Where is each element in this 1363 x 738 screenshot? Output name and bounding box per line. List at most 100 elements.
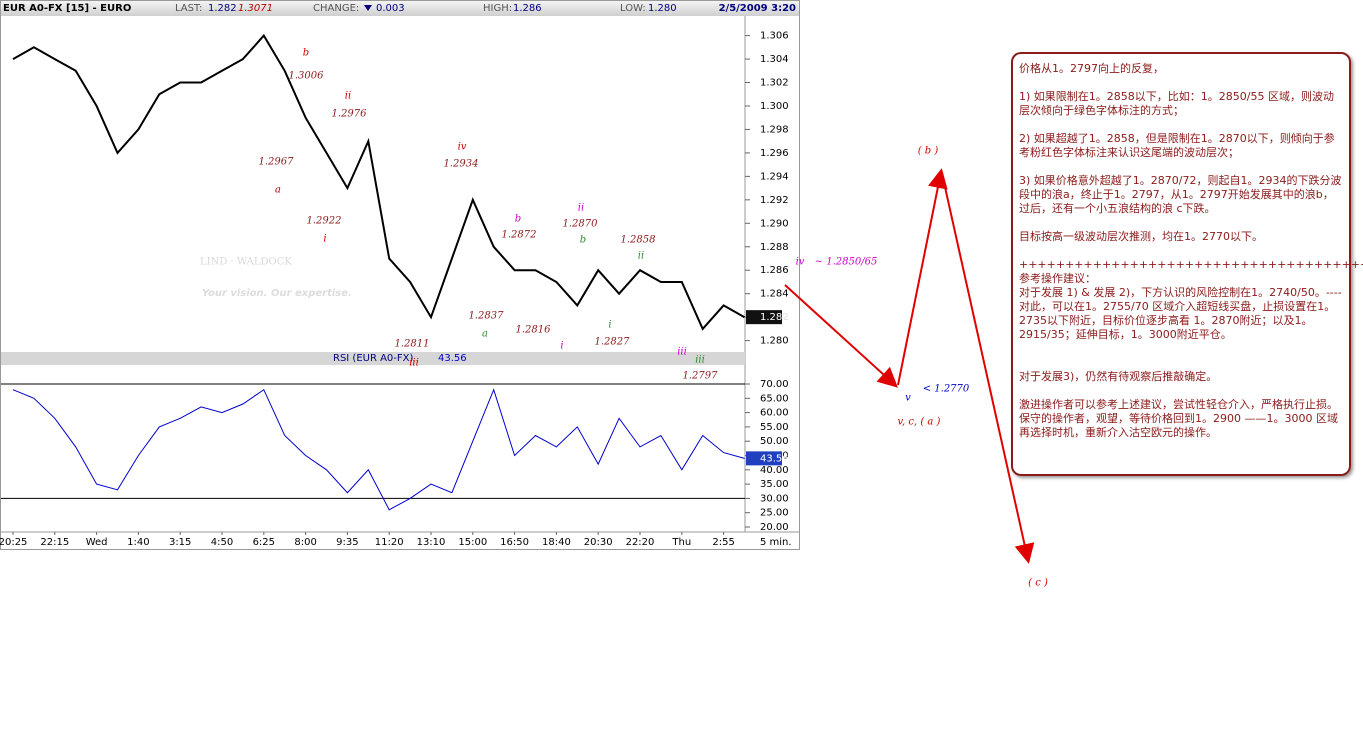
wave-label: 1.2816 — [516, 325, 552, 336]
wave-label: 1.2858 — [621, 235, 656, 246]
last: 1.282 — [208, 3, 237, 14]
low: 1.280 — [648, 3, 677, 14]
note-line: 对于发展 1) & 发展 2)，下方认识的风险控制在1。2740/50。----… — [1019, 286, 1342, 341]
y-tick-label: 30.00 — [760, 493, 789, 504]
x-tick-label: 20:25 — [0, 537, 27, 548]
y-tick-label: 40.00 — [760, 465, 789, 476]
x-tick-label: 22:20 — [626, 537, 655, 548]
projection-label: v, c, ( a ) — [898, 417, 941, 428]
price-line — [12, 33, 745, 331]
x-tick-label: 18:40 — [542, 537, 571, 548]
current-box — [746, 310, 782, 325]
projection-arrow — [942, 177, 1035, 564]
y-tick-label: 1.292 — [760, 195, 789, 206]
projection-arrow — [784, 284, 898, 388]
wave-label: a — [482, 329, 488, 340]
projection-label: v — [905, 393, 911, 404]
note-line: +++++++++++++++++++++++++++++++++++++++ — [1019, 258, 1363, 271]
last-high: 1.3071 — [238, 3, 273, 14]
x-tick-label: 2:55 — [712, 537, 734, 548]
note-line: 价格从1。2797向上的反复， — [1019, 62, 1164, 75]
current-box — [746, 451, 782, 466]
projection-arrow — [897, 168, 948, 386]
wave-label: 1.2811 — [395, 339, 430, 350]
rsi-line — [12, 388, 745, 511]
y-tick-label: 1.290 — [760, 218, 789, 229]
wave-label: 1.2922 — [307, 216, 342, 227]
y-tick-label: 25.00 — [760, 508, 789, 519]
y-tick-label: 1.284 — [760, 289, 789, 300]
note-line: 2) 如果超越了1。2858，但是限制在1。2870以下，则倾向于参考粉红色字体… — [1019, 132, 1335, 159]
y-tick-label: 70.00 — [760, 379, 789, 390]
y-tick-label: 1.294 — [760, 171, 789, 182]
low-label: LOW: — [620, 3, 646, 14]
rsi-title: RSI (EUR A0-FX) — [333, 353, 414, 364]
wave-label: iii — [677, 347, 687, 358]
y-tick-label: 1.288 — [760, 242, 789, 253]
projection-label: ( c ) — [1028, 578, 1048, 589]
y-tick-label: 20.00 — [760, 522, 789, 533]
watermark-brand: LIND · WALDOCK — [200, 257, 292, 268]
projection-label: iv — [796, 257, 805, 268]
x-tick-label: 22:15 — [40, 537, 69, 548]
note-line: 保守的操作者，观望，等待价格回到1。2900 ——1。3000 区域再选择时机，… — [1019, 412, 1338, 439]
y-tick-label: 1.280 — [760, 336, 789, 347]
y-tick-label: 1.298 — [760, 124, 789, 135]
symbol: EUR A0-FX [15] - EURO — [3, 3, 131, 14]
wave-label: 1.2872 — [502, 230, 537, 241]
x-tick-label: 9:35 — [336, 537, 358, 548]
change-label: CHANGE: — [313, 3, 359, 14]
y-tick-label: 55.00 — [760, 422, 789, 433]
x-tick-label: 16:50 — [500, 537, 529, 548]
projection-label: ~ 1.2850/65 — [815, 257, 878, 268]
wave-label: i — [560, 341, 563, 352]
wave-label: 1.3006 — [289, 71, 325, 82]
projection-label: < 1.2770 — [923, 384, 970, 395]
x-tick-label: Wed — [86, 537, 108, 548]
note-line: 3) 如果价格意外超越了1。2870/72，则起自1。2934的下跌分波段中的浪… — [1019, 174, 1342, 215]
note-line: 目标按高一级波动层次推测，均在1。2770以下。 — [1019, 230, 1263, 243]
wave-label: ii — [345, 91, 351, 102]
x-tick-label: Thu — [671, 537, 691, 548]
watermark-tagline: Your vision. Our expertise. — [202, 288, 352, 299]
projection-label: ( b ) — [918, 146, 939, 157]
y-tick-label: 1.296 — [760, 148, 789, 159]
wave-label: 1.2797 — [683, 371, 719, 382]
current-label: 43.56 — [760, 453, 789, 464]
x-tick-label: 3:15 — [169, 537, 191, 548]
x-tick-label: 11:20 — [375, 537, 404, 548]
y-tick-label: 35.00 — [760, 479, 789, 490]
rsi-title-bar — [1, 352, 745, 365]
note-line: 激进操作者可以参考上述建议，尝试性轻仓介入，严格执行止损。 — [1019, 398, 1338, 411]
chart-frame — [0, 0, 800, 550]
wave-label: 1.2870 — [563, 219, 599, 230]
analysis-notes: 价格从1。2797向上的反复， 1) 如果限制在1。2858以下，比如：1。285… — [1011, 52, 1363, 476]
datetime: 2/5/2009 3:20 — [719, 3, 796, 14]
x-tick-label: 1:40 — [127, 537, 149, 548]
high: 1.286 — [513, 3, 542, 14]
y-tick-label: 1.286 — [760, 265, 789, 276]
wave-label: b — [580, 235, 586, 246]
y-tick-label: 50.00 — [760, 436, 789, 447]
x-tick-label: 20:30 — [584, 537, 613, 548]
last-label: LAST: — [175, 3, 202, 14]
x-tick-label: 4:50 — [211, 537, 233, 548]
note-line: 1) 如果限制在1。2858以下，比如：1。2850/55 区域，则波动层次倾向… — [1019, 90, 1334, 117]
wave-label: i — [323, 234, 326, 245]
y-tick-label: 1.304 — [760, 54, 789, 65]
wave-label: iv — [458, 142, 467, 153]
x-tick-label: 13:10 — [417, 537, 446, 548]
wave-label: 1.2827 — [595, 337, 631, 348]
wave-label: 1.2934 — [444, 159, 479, 170]
wave-label: b — [515, 214, 521, 225]
high-label: HIGH: — [483, 3, 512, 14]
wave-label: iii — [695, 355, 705, 366]
wave-label: b — [303, 48, 309, 59]
wave-label: iii — [409, 358, 419, 369]
note-line: 参考操作建议： — [1019, 272, 1096, 285]
wave-label: ii — [638, 251, 644, 262]
note-line: 对于发展3)，仍然有待观察后推敲确定。 — [1019, 370, 1218, 383]
x-unit: 5 min. — [760, 537, 792, 548]
wave-label: ii — [578, 203, 584, 214]
